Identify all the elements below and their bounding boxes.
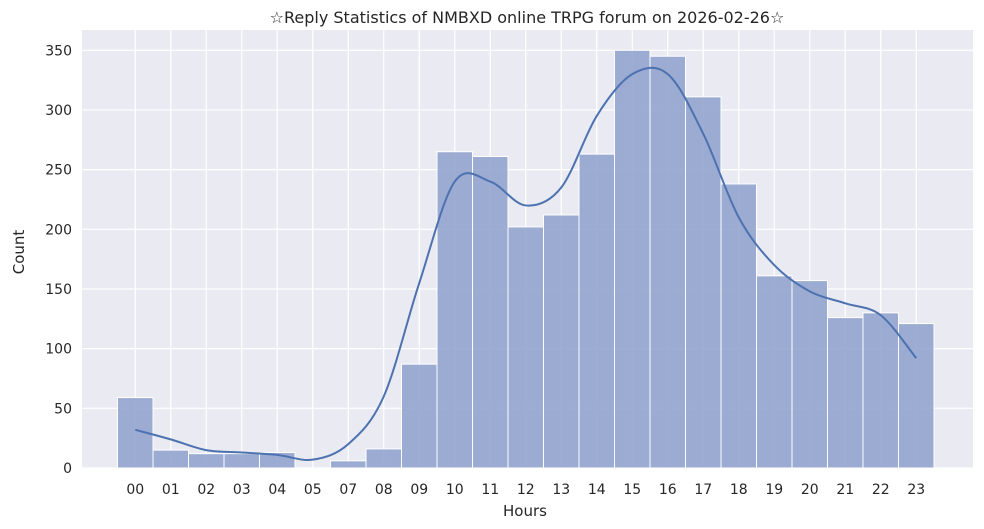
histogram-bar: [188, 453, 225, 469]
x-tick-label: 19: [765, 482, 783, 498]
histogram-bar: [223, 453, 260, 469]
histogram-bar: [543, 214, 580, 469]
histogram-bar: [614, 49, 651, 469]
x-tick-label: 13: [552, 482, 570, 498]
x-tick-label: 17: [694, 482, 712, 498]
histogram-bar: [720, 183, 757, 469]
histogram-bar: [507, 226, 544, 469]
x-tick-label: 05: [304, 482, 322, 498]
x-tick-label: 01: [162, 482, 180, 498]
histogram-bar: [472, 156, 509, 469]
x-tick-label: 09: [410, 482, 428, 498]
histogram-bar: [827, 317, 864, 469]
histogram-bar: [436, 151, 473, 469]
x-tick-label: 10: [446, 482, 464, 498]
x-tick-labels: 00 01 02 03 04 05 07 08 09 10 11 12 13 14 15 16 17 18 19 20…: [126, 482, 925, 498]
histogram-bar: [862, 312, 899, 469]
histogram-bar: [898, 323, 935, 469]
y-tick-label: 0: [63, 461, 72, 477]
histogram-bar: [791, 280, 828, 469]
y-tick-label: 250: [45, 163, 72, 179]
y-tick-label: 50: [54, 401, 72, 417]
x-tick-label: 12: [517, 482, 535, 498]
y-tick-label: 300: [45, 103, 72, 119]
x-tick-label: 21: [836, 482, 854, 498]
x-tick-label: 02: [197, 482, 215, 498]
x-tick-label: 04: [268, 482, 286, 498]
histogram-bar: [649, 55, 686, 469]
histogram-bar: [685, 96, 722, 469]
x-tick-label: 07: [339, 482, 357, 498]
x-tick-label: 20: [801, 482, 819, 498]
x-tick-label: 11: [481, 482, 499, 498]
histogram-bar: [330, 460, 367, 469]
x-tick-label: 00: [126, 482, 144, 498]
histogram-bar: [365, 448, 402, 469]
x-tick-label: 16: [659, 482, 677, 498]
chart-title: ☆Reply Statistics of NMBXD online TRPG f…: [270, 8, 785, 27]
y-tick-labels: 0 50 100 150 200 250 300 350: [45, 43, 72, 477]
x-tick-label: 14: [588, 482, 606, 498]
y-axis-label: Count: [10, 230, 28, 275]
kde-line: [134, 66, 918, 462]
kde-layer: [134, 66, 918, 462]
y-tick-label: 200: [45, 222, 72, 238]
x-axis-label: Hours: [503, 502, 547, 520]
y-tick-label: 100: [45, 342, 72, 358]
x-tick-label: 22: [872, 482, 890, 498]
x-tick-label: 18: [730, 482, 748, 498]
histogram-bar: [578, 153, 615, 469]
y-tick-label: 350: [45, 43, 72, 59]
x-tick-label: 03: [233, 482, 251, 498]
histogram-bar: [756, 275, 793, 469]
x-tick-label: 23: [907, 482, 925, 498]
x-tick-label: 08: [375, 482, 393, 498]
y-tick-label: 150: [45, 282, 72, 298]
histogram-bar: [152, 449, 189, 469]
x-tick-label: 15: [623, 482, 641, 498]
histogram-bar: [401, 363, 438, 469]
